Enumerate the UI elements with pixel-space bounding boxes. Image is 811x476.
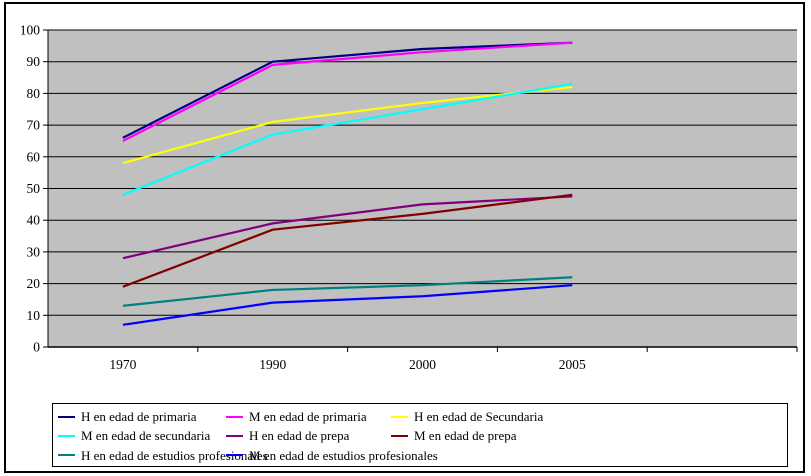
y-axis-label: 30 bbox=[27, 244, 41, 259]
series-line-0 bbox=[122, 41, 573, 139]
legend-line-swatch bbox=[226, 454, 243, 457]
legend-line-swatch bbox=[226, 415, 243, 418]
y-axis-label: 60 bbox=[27, 149, 41, 164]
legend-item-7: M en edad de estudios profesionales bbox=[226, 449, 438, 462]
series-line-2 bbox=[122, 85, 573, 165]
legend-item-4: H en edad de prepa bbox=[226, 429, 391, 442]
legend-line-swatch bbox=[391, 434, 408, 437]
y-axis-label: 0 bbox=[33, 340, 40, 355]
legend-label: H en edad de prepa bbox=[249, 428, 350, 444]
chart-border bbox=[4, 2, 805, 473]
x-axis-label: 2000 bbox=[409, 357, 436, 372]
y-axis-label: 70 bbox=[27, 118, 41, 133]
legend-item-2: H en edad de Secundaria bbox=[391, 410, 787, 423]
y-axis-label: 40 bbox=[27, 213, 41, 228]
y-axis-label: 80 bbox=[27, 86, 41, 101]
legend-item-1: M en edad de primaria bbox=[226, 410, 391, 423]
series-line-3 bbox=[122, 82, 573, 196]
legend-label: M en edad de primaria bbox=[249, 409, 367, 425]
legend-line-swatch bbox=[58, 415, 75, 418]
legend-label: H en edad de Secundaria bbox=[414, 409, 544, 425]
legend-label: M en edad de prepa bbox=[414, 428, 517, 444]
y-axis-label: 90 bbox=[27, 54, 41, 69]
legend-label: M en edad de estudios profesionales bbox=[249, 447, 438, 463]
x-axis-label: 1990 bbox=[259, 357, 286, 372]
y-axis-label: 20 bbox=[27, 276, 41, 291]
series-line-5 bbox=[122, 193, 573, 288]
legend-line-swatch bbox=[226, 434, 243, 437]
legend-item-3: M en edad de secundaria bbox=[58, 429, 226, 442]
legend-line-swatch bbox=[58, 454, 75, 457]
legend-label: H en edad de primaria bbox=[81, 409, 197, 425]
y-axis-label: 100 bbox=[20, 23, 41, 38]
series-line-7 bbox=[122, 284, 573, 326]
legend-item-5: M en edad de prepa bbox=[391, 429, 787, 442]
series-line-4 bbox=[122, 195, 573, 260]
series-line-6 bbox=[122, 276, 573, 307]
series-line-1 bbox=[122, 41, 573, 142]
chart-legend: H en edad de primaria M en edad de primar… bbox=[52, 403, 788, 467]
legend-item-0: H en edad de primaria bbox=[58, 410, 226, 423]
x-axis-label: 2005 bbox=[559, 357, 586, 372]
legend-label: H en edad de estudios profesionales bbox=[81, 447, 268, 463]
legend-item-6: H en edad de estudios profesionales bbox=[58, 449, 268, 462]
x-axis-label: 1970 bbox=[109, 357, 136, 372]
legend-line-swatch bbox=[58, 434, 75, 437]
y-axis-label: 50 bbox=[27, 181, 41, 196]
legend-label: M en edad de secundaria bbox=[81, 428, 211, 444]
legend-line-swatch bbox=[391, 415, 408, 418]
y-axis-label: 10 bbox=[27, 308, 41, 323]
